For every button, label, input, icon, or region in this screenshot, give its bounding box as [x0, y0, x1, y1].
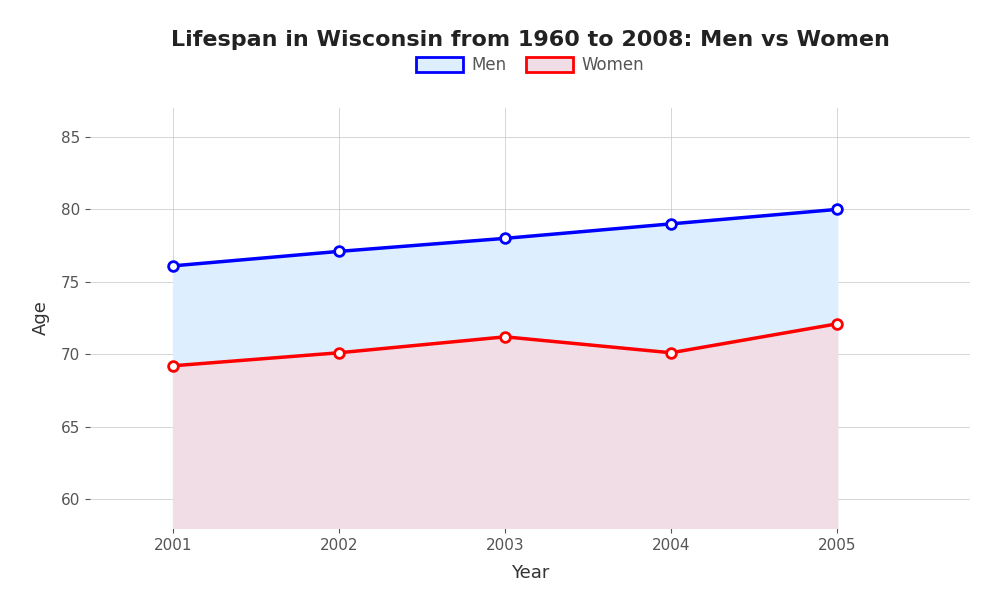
Y-axis label: Age: Age — [32, 301, 50, 335]
Legend: Men, Women: Men, Women — [409, 49, 651, 80]
X-axis label: Year: Year — [511, 564, 549, 582]
Title: Lifespan in Wisconsin from 1960 to 2008: Men vs Women: Lifespan in Wisconsin from 1960 to 2008:… — [171, 29, 889, 49]
